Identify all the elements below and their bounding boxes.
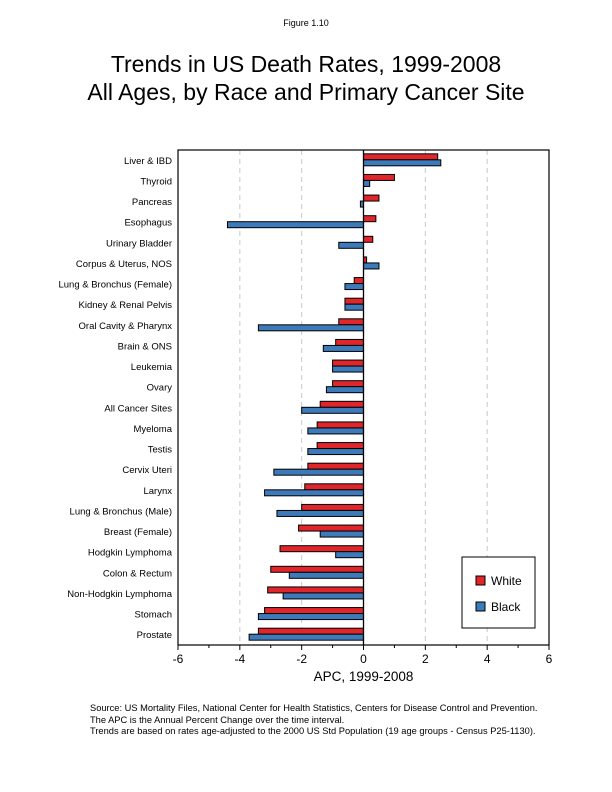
legend-label-black: Black xyxy=(491,600,521,614)
bar-white xyxy=(316,442,364,450)
bar-white xyxy=(363,173,395,181)
y-tick-label: Hodgkin Lymphoma xyxy=(88,548,173,559)
bar-white xyxy=(363,235,374,243)
bar-black xyxy=(325,386,364,394)
y-tick-label: Breast (Female) xyxy=(104,527,172,538)
y-tick-label: Urinary Bladder xyxy=(106,238,172,249)
x-axis-label: APC, 1999-2008 xyxy=(314,669,414,684)
bar-white xyxy=(353,277,365,285)
bar-black xyxy=(319,530,365,538)
figure-label: Figure 1.10 xyxy=(283,18,329,28)
y-tick-label: All Cancer Sites xyxy=(104,403,172,414)
bar-black xyxy=(248,633,365,641)
y-tick-label: Kidney & Renal Pelvis xyxy=(79,300,173,311)
footnotes: Source: US Mortality Files, National Cen… xyxy=(90,703,537,738)
footnote-age-adjust: Trends are based on rates age-adjusted t… xyxy=(90,726,536,736)
bar-white xyxy=(363,153,439,161)
bar-black xyxy=(257,324,364,332)
x-tick-label: -4 xyxy=(234,652,245,666)
bar-black xyxy=(264,489,365,497)
x-tick-label: 4 xyxy=(484,652,491,666)
bar-white xyxy=(264,607,365,615)
y-tick-label: Brain & ONS xyxy=(118,341,172,352)
bar-white xyxy=(344,297,365,305)
bar-black xyxy=(322,344,364,352)
y-tick-label: Lung & Bronchus (Female) xyxy=(58,280,172,291)
x-tick-label: 2 xyxy=(422,652,429,666)
y-tick-label: Liver & IBD xyxy=(124,156,172,167)
legend-swatch-white xyxy=(475,575,486,586)
x-tick-label: -6 xyxy=(173,652,184,666)
y-tick-label: Ovary xyxy=(147,383,173,394)
y-tick-label: Cervix Uteri xyxy=(122,465,172,476)
y-tick-label: Corpus & Uterus, NOS xyxy=(76,259,172,270)
bar-white xyxy=(307,462,365,470)
bar-white xyxy=(332,380,365,388)
bar-white xyxy=(270,565,364,573)
y-tick-label: Myeloma xyxy=(133,424,172,435)
bar-white xyxy=(257,627,364,635)
bar-white xyxy=(363,194,380,202)
chart-title-line-2: All Ages, by Race and Primary Cancer Sit… xyxy=(87,79,525,105)
bar-black xyxy=(344,303,365,311)
bar-black xyxy=(288,571,364,579)
chart-title-line-1: Trends in US Death Rates, 1999-2008 xyxy=(110,51,502,77)
y-tick-label: Prostate xyxy=(137,630,172,641)
bar-black xyxy=(273,468,365,476)
x-tick-label: 6 xyxy=(546,652,553,666)
bar-white xyxy=(301,503,364,511)
bar-black xyxy=(363,179,371,187)
y-tick-label: Leukemia xyxy=(131,362,173,373)
bar-black xyxy=(338,241,364,249)
gridlines xyxy=(239,150,488,645)
legend-box xyxy=(461,556,536,629)
bar-black xyxy=(363,159,442,167)
legend-swatch-black xyxy=(475,601,486,612)
y-tick-label: Stomach xyxy=(135,610,173,621)
y-tick-label: Thyroid xyxy=(140,176,172,187)
footnote-apc: The APC is the Annual Percent Change ove… xyxy=(90,714,345,725)
bar-white xyxy=(332,359,365,367)
bar-black xyxy=(335,551,364,559)
bar-white xyxy=(316,421,364,429)
bar-black xyxy=(344,283,365,291)
y-tick-label: Testis xyxy=(148,445,173,456)
footnote-source: Source: US Mortality Files, National Cen… xyxy=(90,703,538,713)
bar-black xyxy=(363,262,380,270)
bar-white xyxy=(304,483,364,491)
x-tick-label: 0 xyxy=(360,652,367,666)
bar-white xyxy=(363,215,377,223)
bar-black xyxy=(332,365,365,373)
y-tick-label: Esophagus xyxy=(124,218,172,229)
bar-black xyxy=(276,509,364,517)
y-tick-label: Colon & Rectum xyxy=(103,568,172,579)
chart-title: Trends in US Death Rates, 1999-2008 All … xyxy=(0,50,612,106)
bar-black xyxy=(282,592,364,600)
y-tick-label: Lung & Bronchus (Male) xyxy=(70,506,172,517)
bar-black xyxy=(301,406,364,414)
y-tick-label: Oral Cavity & Pharynx xyxy=(79,321,173,332)
y-axis-labels: Liver & IBD Thyroid Pancreas Esophagus Urina… xyxy=(58,156,172,641)
bar-white xyxy=(335,338,364,346)
bar-white xyxy=(319,400,365,408)
bar-white xyxy=(267,586,364,594)
bar-black xyxy=(307,427,365,435)
y-tick-label: Larynx xyxy=(143,486,172,497)
bar-black xyxy=(257,613,364,621)
legend-label-white: White xyxy=(491,574,522,588)
legend: White Black xyxy=(461,556,536,629)
bar-white xyxy=(298,524,365,532)
x-axis-ticks: -6 -4 -2 0 2 4 6 xyxy=(173,645,553,666)
bars xyxy=(226,153,442,641)
y-tick-label: Non-Hodgkin Lymphoma xyxy=(67,589,172,600)
bar-white xyxy=(279,545,364,553)
bar-white xyxy=(338,318,364,326)
bar-black xyxy=(226,221,364,229)
x-tick-label: -2 xyxy=(296,652,307,666)
y-tick-label: Pancreas xyxy=(132,197,172,208)
bar-black xyxy=(307,448,365,456)
